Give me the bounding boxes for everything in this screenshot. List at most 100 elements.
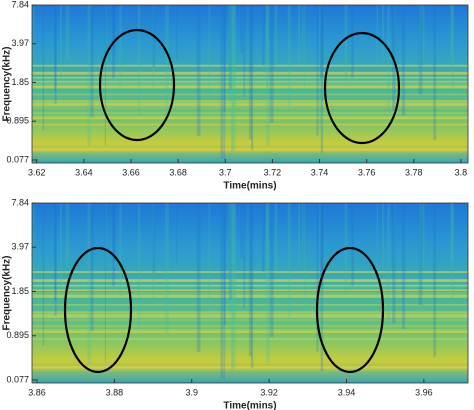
time-streak	[419, 203, 422, 289]
time-streak	[54, 203, 57, 301]
time-streak	[450, 203, 453, 262]
time-streak	[392, 203, 396, 324]
time-streak	[274, 5, 278, 67]
harmonic-band	[32, 76, 468, 80]
highlight-ellipse	[98, 28, 176, 142]
time-streak	[152, 5, 155, 88]
time-streak	[320, 5, 324, 153]
harmonic-band	[32, 82, 468, 86]
y-tick-label: 7.84	[11, 197, 29, 207]
time-streak	[418, 203, 423, 306]
time-streak	[228, 5, 233, 90]
y-tick-label: 1.85	[11, 77, 29, 87]
time-streak	[104, 203, 106, 364]
time-streak	[274, 203, 278, 273]
x-tick-label: 3.62	[28, 167, 46, 177]
time-streak	[176, 203, 178, 265]
spectrogram-image	[32, 203, 468, 383]
time-streak	[228, 203, 232, 313]
time-streak	[376, 203, 379, 278]
time-streak	[421, 5, 425, 62]
spectrogram-image	[32, 5, 468, 163]
harmonic-band	[32, 271, 468, 273]
harmonic-band	[32, 284, 468, 288]
time-streak	[266, 5, 268, 91]
time-streak	[230, 5, 234, 152]
x-tick-label: 3.94	[338, 387, 356, 397]
time-streak	[87, 203, 91, 365]
time-streak	[90, 5, 94, 118]
x-axis-label: Time(mins)	[223, 181, 276, 192]
harmonic-band	[32, 103, 468, 107]
time-streak	[196, 5, 201, 136]
plot-frame	[31, 4, 469, 164]
y-tick-label: 0.895	[6, 116, 29, 126]
x-tick-label: 3.72	[264, 167, 282, 177]
time-streak	[262, 5, 265, 66]
time-streak	[450, 5, 453, 57]
harmonic-band	[32, 279, 468, 283]
harmonic-band	[32, 366, 468, 369]
time-streak	[287, 203, 291, 319]
time-streak	[387, 203, 390, 326]
time-streak	[104, 5, 106, 146]
time-streak	[119, 5, 122, 88]
y-axis-label: Frequency(kHz)	[2, 46, 13, 121]
time-streak	[298, 5, 301, 63]
harmonic-band	[32, 124, 468, 126]
spectrogram-panel: 3.86 3.88 3.9 3.92 3.94 3.96 0.077 0.895 1.85 3.9…	[2, 197, 469, 410]
time-streak	[223, 203, 226, 326]
time-streak	[401, 5, 406, 116]
harmonic-band	[32, 106, 468, 109]
plot-frame	[31, 202, 469, 384]
time-streak	[351, 5, 354, 78]
time-streak	[266, 5, 270, 146]
time-streak	[243, 203, 246, 308]
harmonic-band	[32, 369, 468, 371]
time-streak	[113, 203, 116, 261]
x-tick-label: 3.88	[106, 387, 124, 397]
highlight-ellipse	[63, 246, 133, 374]
time-streak	[287, 5, 291, 107]
harmonic-band	[32, 112, 468, 114]
time-streak	[344, 203, 348, 291]
time-streak	[421, 203, 425, 268]
y-tick-label: 3.97	[11, 242, 29, 252]
time-streak	[418, 5, 423, 95]
time-streak	[269, 203, 274, 338]
time-streak	[302, 203, 304, 269]
harmonic-band	[32, 122, 468, 124]
harmonic-band	[32, 85, 468, 89]
time-streak	[381, 5, 385, 62]
time-streak	[248, 203, 253, 357]
x-tick-label: 3.76	[358, 167, 376, 177]
time-streak	[137, 5, 141, 116]
x-tick-label: 3.64	[75, 167, 93, 177]
time-streak	[230, 203, 234, 371]
harmonic-band	[32, 100, 468, 103]
time-streak	[250, 203, 254, 369]
spectrogram-panel: 3.62 3.64 3.66 3.68 3.7 3.72 3.74 3.76 3.78 3.8 0.…	[2, 0, 469, 192]
time-streak	[233, 203, 236, 318]
highlight-ellipse	[315, 246, 385, 374]
harmonic-band	[32, 337, 468, 339]
time-streak	[351, 203, 354, 286]
time-streak	[223, 203, 226, 380]
time-streak	[220, 5, 224, 159]
harmonic-band	[32, 112, 468, 114]
harmonic-band	[32, 101, 468, 105]
x-tick-label: 3.78	[405, 167, 423, 177]
time-streak	[302, 5, 304, 63]
x-tick-label: 3.66	[122, 167, 140, 177]
time-streak	[152, 203, 156, 274]
harmonic-band	[32, 93, 468, 96]
time-streak	[119, 203, 122, 297]
time-streak	[248, 5, 253, 140]
time-streak	[304, 5, 306, 98]
y-tick-label: 1.85	[11, 286, 29, 296]
time-streak	[231, 5, 236, 151]
y-tick-label: 0.077	[6, 154, 29, 164]
harmonic-band	[32, 313, 468, 317]
harmonic-band	[32, 285, 468, 287]
time-streak	[319, 203, 324, 286]
